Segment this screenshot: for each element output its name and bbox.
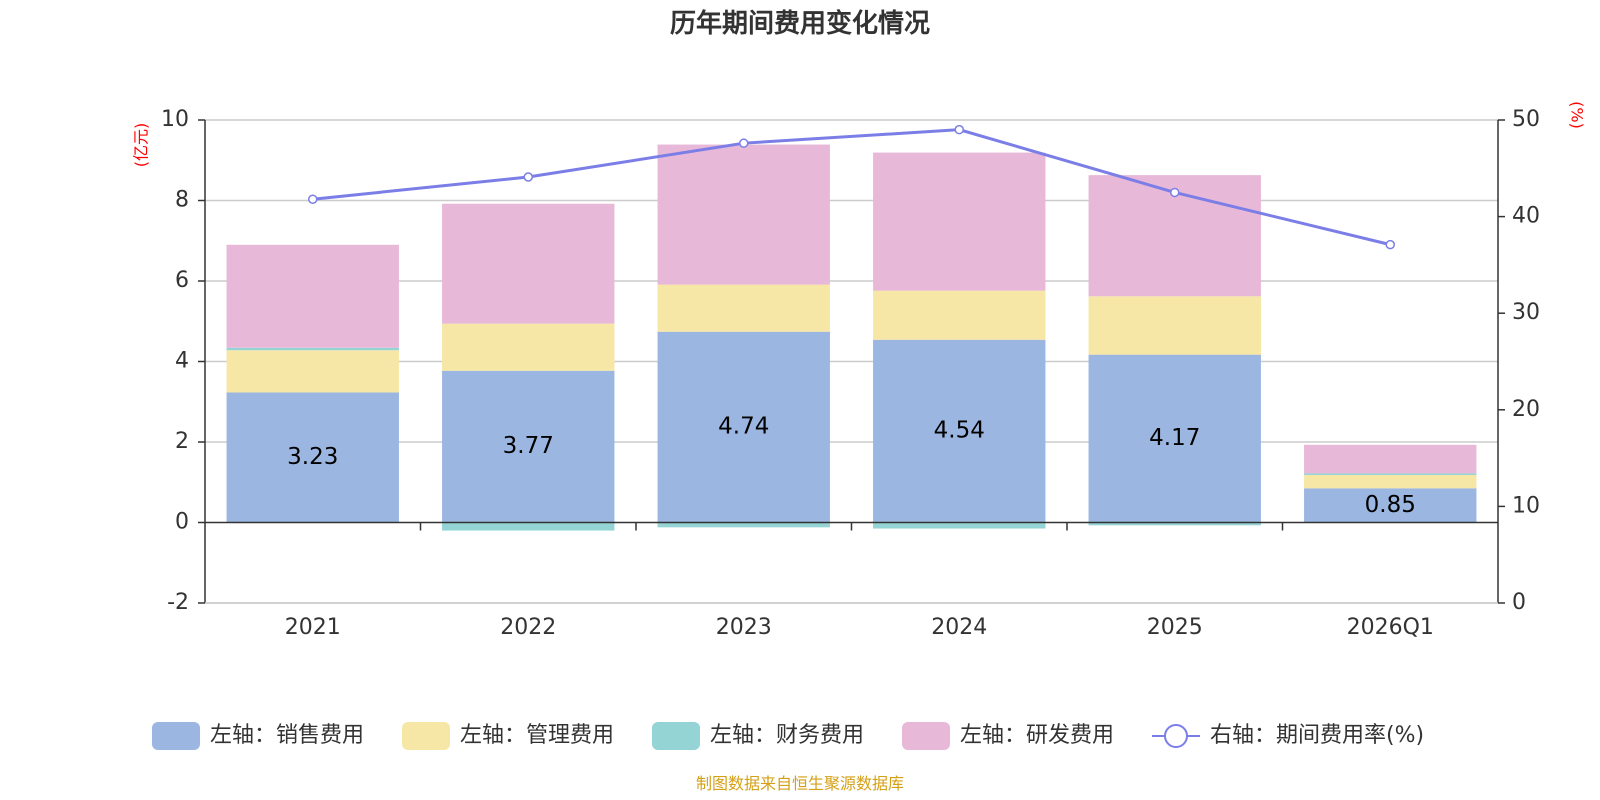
bar-segment-series0-2023 [657, 331, 830, 523]
left-axis-tick-label: 8 [175, 188, 189, 213]
expense-rate-point [1385, 239, 1395, 250]
left-axis-unit: (亿元) [132, 123, 151, 168]
expense-rate-point [739, 138, 749, 148]
category-label: 2025 [1147, 615, 1203, 640]
right-axis-tick-label: 50 [1512, 107, 1540, 132]
bar-segment-series2-2023 [657, 522, 830, 528]
bar-segment-series1-2021 [226, 350, 399, 393]
category-label: 2026Q1 [1347, 615, 1434, 640]
line-series [308, 124, 1395, 250]
expense-rate-point [308, 194, 318, 204]
bar-segment-series1-2024 [873, 290, 1046, 340]
bar-data-label: 3.23 [287, 444, 338, 470]
bar-segment-series3-2026Q1 [1304, 444, 1477, 474]
legend-swatch-0 [152, 722, 200, 750]
bar-segment-series2-2024 [873, 522, 1046, 529]
bar-segment-series0-2021 [226, 392, 399, 523]
expense-rate-point [523, 172, 533, 182]
bar-segment-series1-2025 [1088, 296, 1261, 355]
category-label: 2023 [716, 615, 772, 640]
legend-line-marker [1164, 724, 1188, 748]
bar-segment-series0-2022 [442, 370, 615, 523]
expense-rate-point [954, 124, 964, 135]
expense-rate-point [1170, 187, 1180, 198]
bar-data-label: 4.74 [718, 414, 769, 440]
category-label: 2024 [931, 615, 987, 640]
legend-label: 左轴：销售费用 [210, 723, 364, 748]
category-label: 2022 [500, 615, 556, 640]
legend-swatch-3 [902, 722, 950, 750]
left-axis-tick-label: 0 [175, 510, 189, 535]
category-label: 2021 [285, 615, 341, 640]
bar-segment-series1-2026Q1 [1304, 475, 1477, 489]
bar-segment-series2-2022 [442, 522, 615, 531]
legend-swatch-1 [402, 722, 450, 750]
right-axis-unit: (%) [1568, 101, 1587, 129]
bar-segment-series0-2024 [873, 339, 1046, 523]
bar-data-label: 3.77 [503, 433, 554, 459]
right-axis-tick-label: 0 [1512, 590, 1526, 615]
chart-title: 历年期间费用变化情况 [670, 8, 930, 39]
legend-label: 右轴：期间费用率(%) [1210, 723, 1424, 748]
left-axis-tick-label: -2 [167, 590, 189, 615]
right-axis-tick-label: 20 [1512, 397, 1540, 422]
data-source: 制图数据来自恒生聚源数据库 [696, 774, 904, 793]
legend: 左轴：销售费用 左轴：管理费用 左轴：财务费用 左轴：研发费用 右轴：期间费用率(%) [152, 722, 1424, 750]
legend-label: 左轴：管理费用 [460, 723, 614, 748]
bar-segment-series1-2023 [657, 284, 830, 332]
bar-data-label: 0.85 [1365, 492, 1416, 518]
bar-data-label: 4.17 [1149, 425, 1200, 451]
left-axis-tick-label: 10 [161, 107, 189, 132]
bar-data-label: 4.54 [934, 418, 985, 444]
bar-segment-series0-2025 [1088, 354, 1261, 523]
bar-segment-series3-2021 [226, 244, 399, 348]
right-axis-tick-label: 30 [1512, 300, 1540, 325]
left-axis-tick-label: 4 [175, 349, 189, 374]
legend-swatch-2 [652, 722, 700, 750]
bar-segment-series1-2022 [442, 323, 615, 371]
left-axis-tick-label: 2 [175, 429, 189, 454]
bar-segment-series3-2024 [873, 152, 1046, 291]
bar-segment-series2-2021 [226, 347, 399, 351]
bar-segment-series3-2022 [442, 203, 615, 324]
left-axis-tick-label: 6 [175, 268, 189, 293]
expense-rate-line [312, 128, 1391, 247]
bar-segment-series0-2026Q1 [1304, 488, 1477, 523]
legend-label: 左轴：研发费用 [960, 723, 1114, 748]
bar-segment-series3-2023 [657, 144, 830, 285]
legend-label: 左轴：财务费用 [710, 723, 864, 748]
right-axis-tick-label: 10 [1512, 493, 1540, 518]
bar-segment-series2-2025 [1088, 522, 1261, 526]
right-axis-tick-label: 40 [1512, 204, 1540, 229]
bar-segment-series2-2026Q1 [1304, 473, 1477, 476]
bars: 3.23 3.77 4.74 4.54 4.17 0.85 [226, 144, 1477, 531]
